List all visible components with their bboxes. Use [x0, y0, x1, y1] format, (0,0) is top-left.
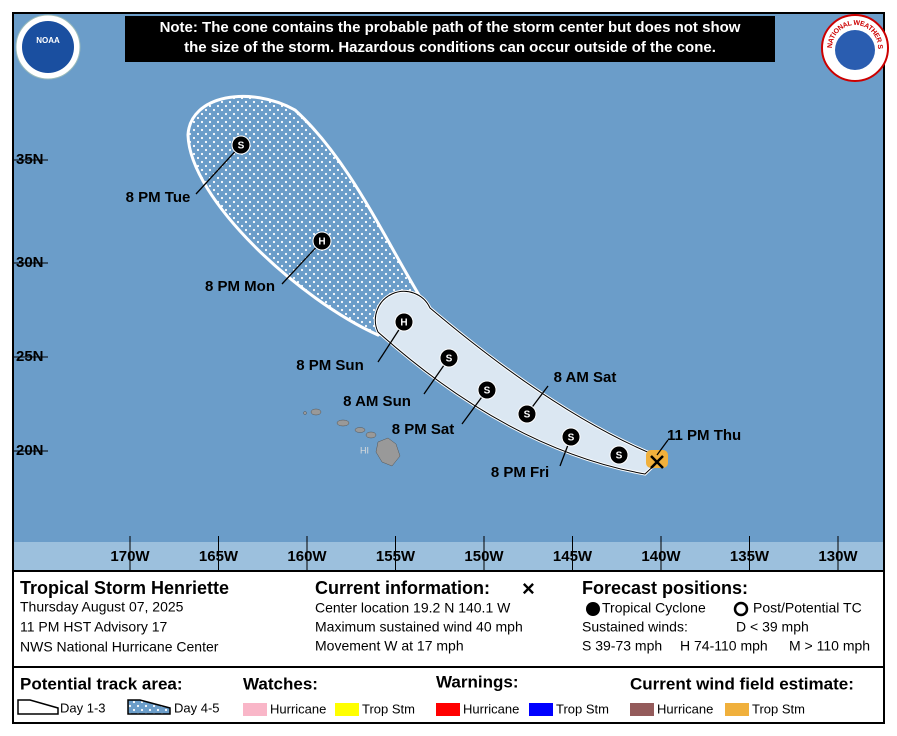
- lat-label: 35N: [16, 151, 44, 168]
- noaa-logo-inner: [22, 21, 74, 73]
- forecast-time: 8 PM Tue: [126, 189, 191, 206]
- watch-ts-swatch: [335, 703, 359, 716]
- forecast-symbol: S: [238, 141, 245, 152]
- winds-d: D < 39 mph: [736, 619, 809, 635]
- watch-hurricane: Hurricane: [270, 701, 326, 716]
- lat-label: 30N: [16, 254, 44, 271]
- warnings-title: Warnings:: [436, 672, 518, 691]
- forecast-time: 8 PM Fri: [491, 464, 549, 481]
- note-line: Note: The cone contains the probable pat…: [160, 19, 741, 36]
- warn-hurricane: Hurricane: [463, 701, 519, 716]
- leader-line: [656, 439, 669, 456]
- day45-label: Day 4-5: [174, 700, 220, 715]
- current-symbol: ×: [522, 576, 535, 601]
- cone-day45: [186, 94, 428, 337]
- warn-hurricane-swatch: [436, 703, 460, 716]
- forecast-time: 8 PM Sun: [296, 357, 364, 374]
- forecast-point: [477, 380, 497, 400]
- date: Thursday August 07, 2025: [20, 599, 184, 615]
- track-title: Potential track area:: [20, 674, 183, 693]
- wind-field: [646, 450, 668, 468]
- forecast-time: 8 PM Sat: [392, 421, 455, 438]
- current-time: 11 PM Thu: [667, 427, 741, 444]
- current-title: Current information:: [315, 578, 490, 598]
- tc-label: Tropical Cyclone: [602, 600, 706, 616]
- forecast-point: [394, 312, 414, 332]
- ocean: [13, 13, 884, 571]
- note-box: [125, 16, 775, 62]
- tc-symbol: [586, 602, 600, 616]
- island-label: HI: [360, 445, 369, 455]
- warn-ts-swatch: [529, 703, 553, 716]
- current-line: Maximum sustained wind 40 mph: [315, 619, 523, 635]
- forecast-time: 8 AM Sat: [554, 369, 617, 386]
- forecast-symbol: S: [524, 410, 531, 421]
- forecast-symbol: H: [318, 237, 325, 248]
- forecast-symbol: S: [446, 354, 453, 365]
- leader-line: [281, 240, 323, 285]
- winds-s: S 39-73 mph: [582, 638, 662, 654]
- forecast-point: [561, 427, 581, 447]
- winds-label: Sustained winds:: [582, 619, 688, 635]
- ptc-label: Post/Potential TC: [753, 600, 862, 616]
- forecast-point: [609, 445, 629, 465]
- day45-swatch: [127, 699, 171, 715]
- forecast-time: 8 PM Mon: [205, 278, 275, 295]
- lon-band: [13, 542, 884, 571]
- winds-m: M > 110 mph: [789, 638, 870, 654]
- wind-hurricane-swatch: [630, 703, 654, 716]
- forecast-symbol: S: [616, 451, 623, 462]
- forecast-symbol: S: [568, 433, 575, 444]
- current-line: Movement W at 17 mph: [315, 638, 464, 654]
- advisory: 11 PM HST Advisory 17: [20, 619, 168, 635]
- forecast-point: [312, 231, 332, 251]
- forecast-title: Forecast positions:: [582, 578, 748, 598]
- wind-title: Current wind field estimate:: [630, 674, 854, 693]
- wind-ts: Trop Stm: [752, 701, 805, 716]
- forecast-point: [517, 404, 537, 424]
- storm-name: Tropical Storm Henriette: [20, 578, 229, 598]
- forecast-time: 8 AM Sun: [343, 393, 411, 410]
- noaa-text: NOAA: [36, 36, 60, 45]
- cone-outline: [374, 290, 663, 475]
- nws-logo-inner: [835, 30, 875, 70]
- warn-ts: Trop Stm: [556, 701, 609, 716]
- islands: [303, 408, 401, 467]
- day13-label: Day 1-3: [60, 700, 106, 715]
- lat-label: 25N: [16, 348, 44, 365]
- watches-title: Watches:: [243, 674, 318, 693]
- wind-hurricane: Hurricane: [657, 701, 713, 716]
- info-panel: [12, 570, 885, 668]
- forecast-symbol: H: [400, 318, 407, 329]
- day13-swatch: [17, 699, 59, 715]
- winds-h: H 74-110 mph: [680, 638, 768, 654]
- current-position: [650, 455, 664, 469]
- forecast-symbol: S: [484, 386, 491, 397]
- watch-ts: Trop Stm: [362, 701, 415, 716]
- center: NWS National Hurricane Center: [20, 639, 219, 655]
- current-line: Center location 19.2 N 140.1 W: [315, 600, 511, 616]
- wind-ts-swatch: [725, 703, 749, 716]
- forecast-point: [439, 348, 459, 368]
- forecast-point: [231, 135, 251, 155]
- leader-line: [195, 144, 242, 195]
- watch-hurricane-swatch: [243, 703, 267, 716]
- lat-label: 20N: [16, 442, 44, 459]
- ptc-symbol: [733, 601, 749, 617]
- note-line: the size of the storm. Hazardous conditi…: [184, 39, 716, 56]
